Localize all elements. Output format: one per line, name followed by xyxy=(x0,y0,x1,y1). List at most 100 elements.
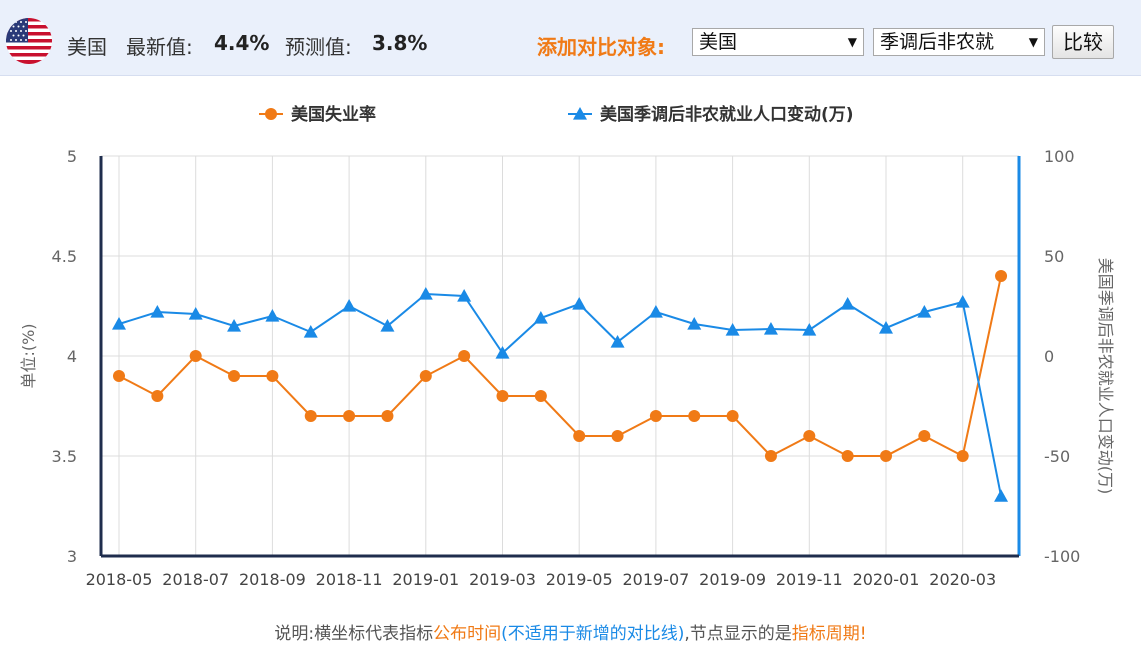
x-tick-label: 2018-09 xyxy=(239,570,306,589)
data-point-triangle xyxy=(533,311,548,324)
chart-note: 说明:横坐标代表指标公布时间(不适用于新增的对比线),节点显示的是指标周期! xyxy=(0,619,1141,644)
data-point-triangle xyxy=(418,287,433,300)
right-y-tick-label: 100 xyxy=(1044,147,1075,166)
data-point-triangle xyxy=(994,489,1009,502)
right-y-tick-label: -50 xyxy=(1044,447,1070,466)
data-point-circle xyxy=(419,370,432,382)
note-paren-close: ) xyxy=(677,624,685,644)
right-y-tick-label: 0 xyxy=(1044,347,1054,366)
dropdown-arrow-icon: ▼ xyxy=(847,35,857,49)
data-point-circle xyxy=(649,410,662,422)
latest-value: 4.4% xyxy=(214,31,270,55)
left-y-tick-label: 5 xyxy=(67,147,77,166)
data-point-triangle xyxy=(917,305,932,318)
x-tick-label: 2020-03 xyxy=(929,570,996,589)
x-tick-label: 2019-09 xyxy=(699,570,766,589)
data-point-circle xyxy=(573,430,586,442)
data-point-circle xyxy=(918,430,931,442)
x-tick-label: 2019-01 xyxy=(392,570,459,589)
data-point-triangle xyxy=(342,299,357,312)
data-point-triangle xyxy=(687,317,702,330)
data-point-triangle xyxy=(763,322,778,335)
legend-label: 美国季调后非农就业人口变动(万) xyxy=(600,104,854,125)
x-tick-label: 2019-07 xyxy=(622,570,689,589)
data-point-triangle xyxy=(840,297,855,310)
legend: 美国失业率 美国季调后非农就业人口变动(万) xyxy=(259,104,854,125)
data-point-circle xyxy=(995,270,1008,282)
note-paren-open: ( xyxy=(501,624,508,644)
data-point-circle xyxy=(841,450,854,462)
data-point-triangle xyxy=(150,305,165,318)
chart: 美国失业率 美国季调后非农就业人口变动(万) 33.544.55-100-5005… xyxy=(19,104,1115,589)
data-point-circle xyxy=(803,430,816,442)
left-y-tick-label: 3 xyxy=(67,547,77,566)
data-point-circle xyxy=(151,390,164,402)
x-tick-label: 2019-11 xyxy=(776,570,843,589)
series-line-1 xyxy=(118,292,1003,497)
data-point-circle xyxy=(304,410,317,422)
x-tick-label: 2018-11 xyxy=(316,570,383,589)
data-point-triangle xyxy=(725,323,740,336)
latest-value-label: 最新值: xyxy=(126,35,193,59)
data-point-circle xyxy=(611,430,624,442)
country-select[interactable]: 美国 ▼ xyxy=(692,28,864,56)
data-point-triangle xyxy=(572,297,587,310)
note-not-applicable: 不适用于新增的对比线 xyxy=(507,624,678,644)
indicator-select-value: 季调后非农就 xyxy=(880,31,995,53)
series-line-0 xyxy=(118,275,1003,458)
dropdown-arrow-icon: ▼ xyxy=(1028,35,1038,49)
forecast-value-label: 预测值: xyxy=(285,35,352,59)
note-prefix: 说明:横坐标代表指标 xyxy=(274,624,434,644)
data-point-triangle xyxy=(457,289,472,302)
data-point-circle xyxy=(534,390,547,402)
data-point-triangle xyxy=(495,346,510,359)
us-flag-icon xyxy=(6,18,52,64)
data-point-triangle xyxy=(227,319,242,332)
data-point-triangle xyxy=(188,307,203,320)
data-point-circle xyxy=(343,410,356,422)
data-point-circle xyxy=(266,370,279,382)
x-tick-label: 2019-05 xyxy=(546,570,613,589)
top-bar: 美国 最新值: 4.4% 预测值: 3.8% 添加对比对象: 美国 ▼ 季调后非… xyxy=(0,0,1141,76)
left-y-tick-label: 4 xyxy=(67,347,77,366)
data-point-triangle xyxy=(265,309,280,322)
data-point-circle xyxy=(113,370,125,382)
right-y-axis-label: 美国季调后非农就业人口变动(万) xyxy=(1096,258,1115,495)
data-point-triangle xyxy=(648,305,663,318)
forecast-value: 3.8% xyxy=(372,31,428,55)
x-tick-label: 2018-05 xyxy=(86,570,153,589)
compare-button[interactable]: 比较 xyxy=(1052,25,1114,59)
data-point-circle xyxy=(764,450,777,462)
note-period: 指标周期! xyxy=(791,624,867,644)
series-layer xyxy=(112,270,1009,502)
indicator-select[interactable]: 季调后非农就 ▼ xyxy=(873,28,1045,56)
note-publish-time: 公布时间 xyxy=(433,624,502,644)
data-point-triangle xyxy=(802,323,817,336)
data-point-circle xyxy=(458,350,471,362)
x-tick-label: 2018-07 xyxy=(162,570,229,589)
data-point-circle xyxy=(688,410,701,422)
right-y-tick-label: 50 xyxy=(1044,247,1064,266)
data-point-triangle xyxy=(112,317,126,330)
data-point-circle xyxy=(956,450,969,462)
data-point-triangle xyxy=(303,325,318,338)
right-y-tick-label: -100 xyxy=(1044,547,1080,566)
grid-lines xyxy=(101,155,1019,557)
data-point-circle xyxy=(228,370,241,382)
data-point-circle xyxy=(381,410,394,422)
data-point-circle xyxy=(880,450,892,462)
data-point-triangle xyxy=(955,295,970,308)
legend-circle-icon xyxy=(265,108,277,120)
legend-triangle-icon xyxy=(573,107,587,120)
country-name: 美国 xyxy=(67,35,107,59)
left-y-tick-label: 4.5 xyxy=(52,247,77,266)
data-point-triangle xyxy=(879,321,893,334)
left-y-tick-label: 3.5 xyxy=(52,447,77,466)
data-point-triangle xyxy=(380,319,395,332)
legend-label: 美国失业率 xyxy=(291,104,376,125)
data-point-circle xyxy=(189,350,202,362)
left-y-axis-label: 单位:(%) xyxy=(19,323,38,388)
x-tick-label: 2020-01 xyxy=(853,570,920,589)
note-middle: ,节点显示的是 xyxy=(684,624,792,644)
data-point-circle xyxy=(726,410,739,422)
